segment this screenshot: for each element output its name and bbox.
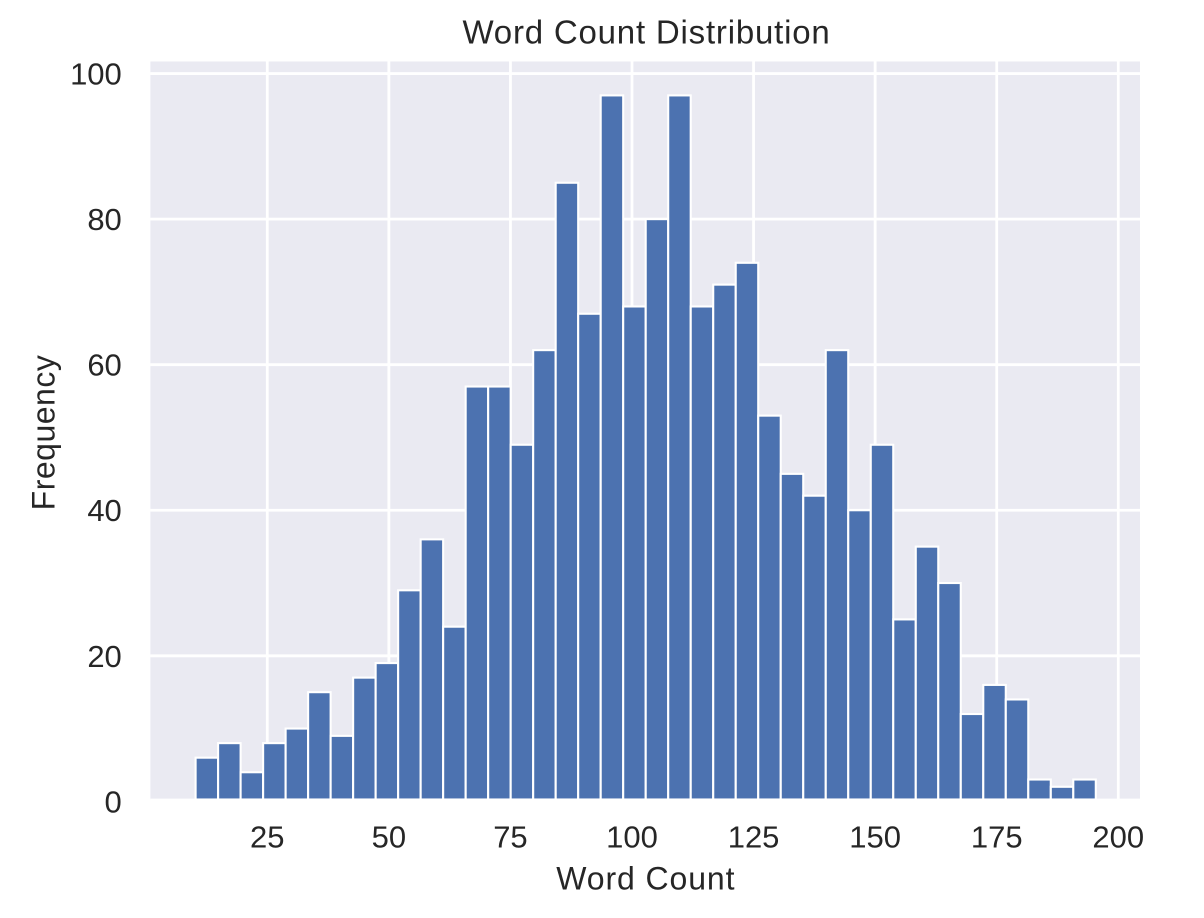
svg-text:Frequency: Frequency <box>26 355 62 511</box>
svg-text:125: 125 <box>728 820 780 855</box>
svg-text:Word Count: Word Count <box>556 860 735 896</box>
svg-text:20: 20 <box>87 639 121 674</box>
svg-text:Word Count Distribution: Word Count Distribution <box>462 14 830 51</box>
svg-text:25: 25 <box>250 820 284 855</box>
svg-text:200: 200 <box>1092 820 1144 855</box>
svg-text:50: 50 <box>372 820 406 855</box>
svg-text:100: 100 <box>606 820 658 855</box>
svg-text:175: 175 <box>971 820 1023 855</box>
svg-text:100: 100 <box>70 57 122 92</box>
svg-text:0: 0 <box>105 784 122 819</box>
svg-text:40: 40 <box>87 493 121 528</box>
svg-text:150: 150 <box>849 820 901 855</box>
svg-text:80: 80 <box>87 202 121 237</box>
svg-text:75: 75 <box>493 820 527 855</box>
svg-text:60: 60 <box>87 348 121 383</box>
